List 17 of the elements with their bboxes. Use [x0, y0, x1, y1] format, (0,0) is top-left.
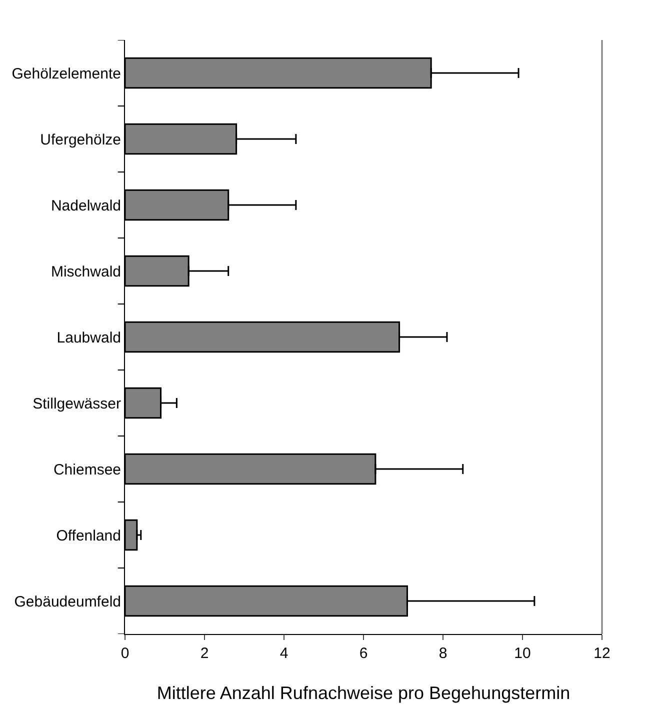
y-tick-label: Gebäudeumfeld [14, 593, 121, 610]
x-tick-label: 4 [280, 645, 288, 662]
y-tick-label: Offenland [56, 527, 121, 544]
y-tick-label: Ufergehölze [40, 131, 121, 148]
x-tick-label: 2 [200, 645, 209, 662]
x-tick-label: 6 [359, 645, 368, 662]
y-tick-label: Stillgewässer [32, 395, 121, 412]
y-tick-label: Mischwald [50, 263, 121, 280]
x-tick-label: 0 [120, 645, 130, 662]
x-tick-label: 12 [594, 645, 610, 662]
x-axis-title: Mittlere Anzahl Rufnachweise pro Begehungstermin [156, 683, 570, 704]
y-tick-label: Nadelwald [50, 197, 121, 214]
y-tick-label: Laubwald [56, 329, 121, 346]
x-tick-label: 10 [514, 645, 531, 662]
y-tick-label: Chiemsee [53, 461, 121, 478]
y-tick-label: Gehölzelemente [12, 65, 121, 82]
x-tick-label: 8 [438, 645, 448, 662]
